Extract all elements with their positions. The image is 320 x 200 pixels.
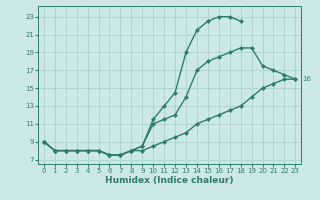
Text: 16: 16: [302, 76, 311, 82]
X-axis label: Humidex (Indice chaleur): Humidex (Indice chaleur): [105, 176, 234, 185]
